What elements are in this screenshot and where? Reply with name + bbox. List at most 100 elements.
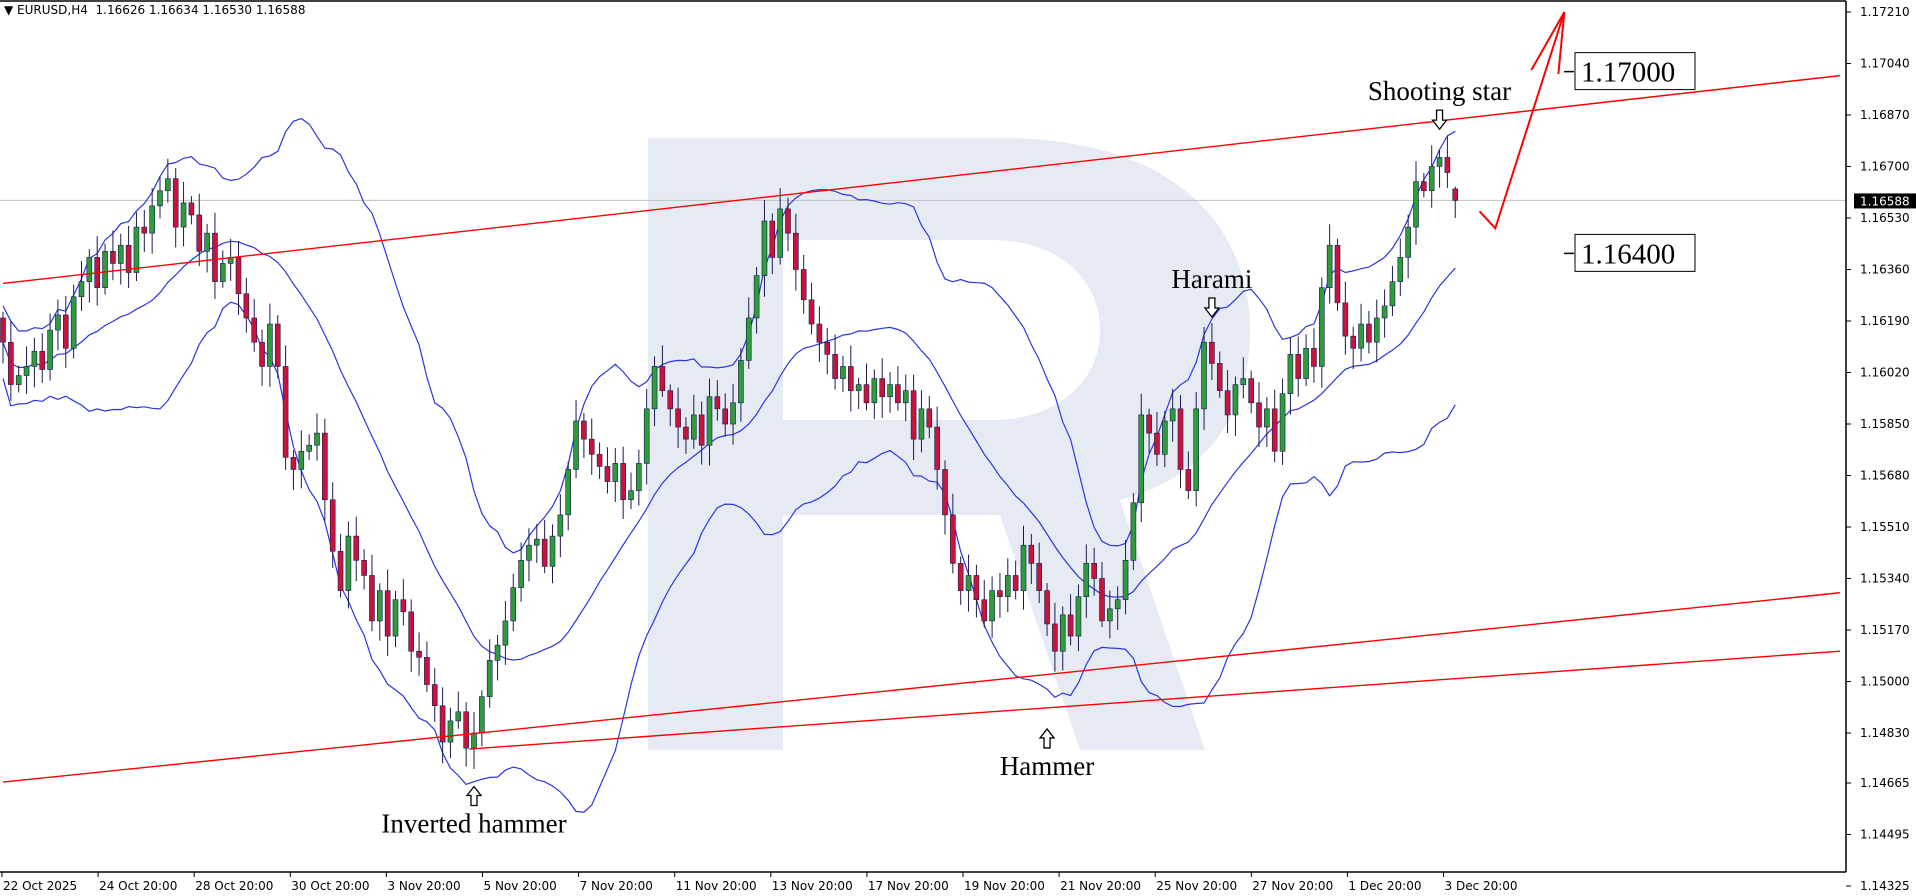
bullish-candle-body <box>1075 596 1082 637</box>
candle <box>1256 382 1262 447</box>
candle <box>706 378 713 466</box>
candle <box>259 329 265 386</box>
candle <box>47 313 53 381</box>
bearish-candle-body <box>808 299 815 325</box>
candle <box>1216 351 1223 398</box>
candle <box>1044 583 1050 636</box>
bullish-candle-body <box>887 384 893 398</box>
x-tick-label: 24 Oct 20:00 <box>99 879 177 893</box>
candle <box>1099 562 1105 628</box>
bullish-candle-body <box>314 432 320 446</box>
y-tick-label: 1.16190 <box>1860 314 1910 328</box>
candle <box>981 579 988 628</box>
candle <box>1311 328 1317 383</box>
candle <box>1193 392 1199 507</box>
candle <box>392 590 399 648</box>
bullish-candle-body <box>1169 408 1176 422</box>
candle <box>1444 136 1451 188</box>
candle <box>1201 326 1207 431</box>
candle <box>918 390 925 453</box>
candle <box>251 299 257 352</box>
y-tick-label: 1.15510 <box>1860 520 1910 534</box>
candle <box>698 401 705 465</box>
trendlines <box>2 11 1840 783</box>
bearish-candle-body <box>431 684 438 707</box>
bullish-candle-body <box>753 275 760 319</box>
candle <box>86 249 93 303</box>
bearish-candle-body <box>942 469 948 516</box>
x-tick-label: 19 Nov 20:00 <box>964 879 1045 893</box>
bullish-candle-body <box>738 360 744 404</box>
channel-trendline <box>469 650 1840 750</box>
x-tick-label: 25 Nov 20:00 <box>1156 879 1237 893</box>
bearish-candle-body <box>683 426 689 440</box>
candle <box>934 406 940 490</box>
bearish-candle-body <box>369 575 375 622</box>
x-tick-label: 5 Nov 20:00 <box>484 879 557 893</box>
candle <box>989 576 995 638</box>
triangle-down-icon[interactable]: ▼ <box>4 3 18 17</box>
candle <box>243 277 250 333</box>
bullish-candle-body <box>518 560 524 588</box>
bearish-candle-body <box>800 269 807 301</box>
bullish-candle-body <box>777 208 783 258</box>
candle <box>588 418 595 475</box>
candles <box>0 136 1459 769</box>
bearish-candle-body <box>416 650 422 658</box>
candle <box>1107 590 1113 639</box>
candle <box>730 383 736 445</box>
level-box <box>1574 233 1696 272</box>
candle <box>1130 493 1137 570</box>
x-tick-label: 3 Nov 20:00 <box>387 879 460 893</box>
bullish-candle-body <box>306 444 312 452</box>
ohlc-readout: 1.16626 1.16634 1.16530 1.16588 <box>95 3 306 17</box>
channel-trendline <box>2 592 1840 783</box>
candle <box>1020 525 1027 610</box>
bearish-candle-body <box>714 396 721 410</box>
pattern-label: Harami <box>1171 264 1252 294</box>
bollinger-middle-band <box>2 240 1456 661</box>
bearish-candle-body <box>973 575 980 601</box>
bullish-candle-body <box>86 257 93 282</box>
candle <box>926 396 933 439</box>
bearish-candle-body <box>439 705 446 743</box>
candle <box>557 494 564 558</box>
candle <box>573 399 579 479</box>
candle <box>1232 376 1239 436</box>
candle <box>1413 161 1419 245</box>
candle <box>722 393 729 437</box>
bearish-candle-body <box>1052 623 1058 652</box>
bullish-candle-body <box>267 323 273 367</box>
candle <box>541 519 548 574</box>
bearish-candle-body <box>329 499 336 552</box>
candle <box>384 569 391 657</box>
candle <box>1209 323 1215 381</box>
candle <box>659 345 666 397</box>
bearish-candle-body <box>39 350 46 370</box>
candle <box>78 261 85 311</box>
current-price-badge <box>1854 193 1916 209</box>
bullish-candle-body <box>573 420 579 470</box>
candle <box>871 369 878 420</box>
candle <box>1428 145 1435 208</box>
candle <box>267 303 273 387</box>
candle <box>455 691 462 729</box>
level-text: 1.16400 <box>1581 238 1675 270</box>
candle <box>447 707 454 759</box>
bearish-candle-body <box>1091 563 1097 579</box>
bullish-candle-body <box>102 251 108 288</box>
bearish-candle-body <box>1224 390 1231 416</box>
y-tick-label: 1.16360 <box>1860 263 1910 277</box>
bearish-candle-body <box>1036 563 1042 591</box>
bearish-candle-body <box>282 366 289 458</box>
bullish-candle-body <box>392 599 399 637</box>
bearish-candle-body <box>620 463 626 501</box>
candle <box>125 225 132 289</box>
bearish-candle-body <box>957 563 964 591</box>
bullish-candle-body <box>31 350 38 367</box>
bullish-candle-body <box>1436 157 1443 167</box>
bearish-candle-body <box>722 408 729 425</box>
arrowhead-right <box>1557 11 1566 75</box>
